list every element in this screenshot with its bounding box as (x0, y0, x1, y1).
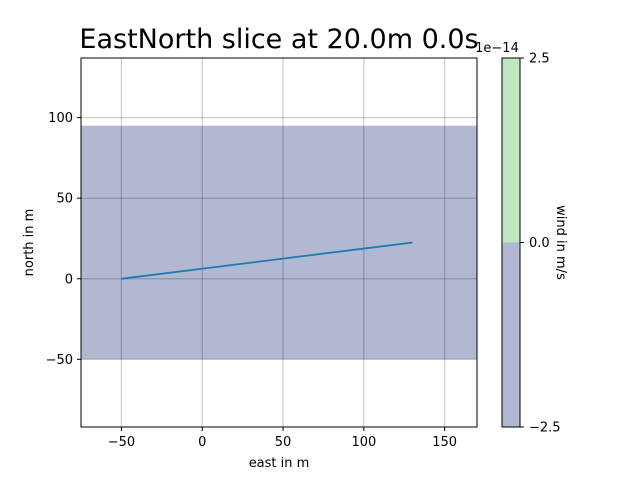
colorbar-segment (502, 58, 520, 243)
y-axis-ticks: −50 0 50 100 (46, 111, 81, 368)
y-tick-label: 0 (65, 272, 73, 287)
y-tick-label: 50 (56, 192, 73, 207)
x-tick-label: −50 (108, 435, 135, 450)
x-tick-label: 0 (198, 435, 206, 450)
x-axis-ticks: −50 0 50 100 150 (108, 427, 457, 450)
x-tick-label: 100 (351, 435, 376, 450)
colorbar-tick-label: −2.5 (529, 421, 561, 436)
colorbar-tick-label: 2.5 (529, 52, 550, 67)
colorbar: 2.5 0.0 −2.5 (501, 52, 561, 436)
x-tick-label: 50 (275, 435, 292, 450)
plot-frame (80, 57, 478, 428)
colorbar-multiplier: 1e−14 (475, 41, 519, 56)
y-tick-label: 100 (48, 111, 73, 126)
y-tick-label: −50 (46, 353, 73, 368)
chart-title: EastNorth slice at 20.0m 0.0s (79, 24, 478, 55)
plot-area (80, 57, 478, 428)
x-tick-label: 150 (432, 435, 457, 450)
series-line (121, 241, 413, 280)
y-axis-label: north in m (22, 209, 37, 277)
heatmap-field (81, 125, 477, 360)
x-axis-label: east in m (249, 456, 310, 471)
colorbar-label: wind in m/s (553, 205, 568, 280)
colorbar-segment (502, 242, 520, 427)
colorbar-tick-label: 0.0 (529, 236, 550, 251)
